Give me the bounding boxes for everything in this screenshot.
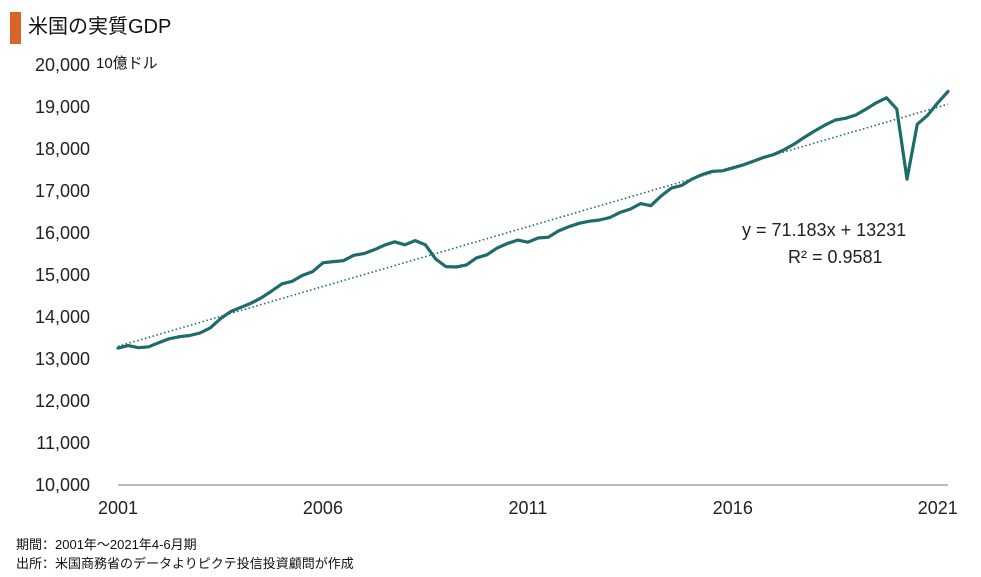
y-tick-label: 14,000 bbox=[35, 307, 90, 327]
title-accent-bar bbox=[10, 12, 21, 44]
x-tick-label: 2001 bbox=[98, 498, 138, 518]
x-tick-label: 2011 bbox=[509, 498, 548, 518]
x-tick-label: 2021 bbox=[918, 498, 958, 518]
source-note: 出所：米国商務省のデータよりピクテ投信投資顧問が作成 bbox=[16, 556, 354, 571]
y-tick-label: 20,000 bbox=[35, 55, 90, 75]
trendline bbox=[117, 103, 949, 348]
plot-area bbox=[116, 89, 950, 350]
chart-notes: 期間：2001年～2021年4-6月期 出所：米国商務省のデータよりピクテ投信投… bbox=[16, 535, 354, 573]
y-tick-label: 18,000 bbox=[35, 139, 90, 159]
y-tick-label: 17,000 bbox=[35, 181, 90, 201]
y-tick-label: 10,000 bbox=[35, 475, 90, 495]
y-tick-label: 15,000 bbox=[35, 265, 90, 285]
y-tick-label: 11,000 bbox=[36, 433, 90, 453]
gdp-series-line bbox=[116, 89, 950, 350]
chart-title: 米国の実質GDP bbox=[28, 16, 172, 38]
x-tick-label: 2016 bbox=[713, 498, 753, 518]
y-tick-label: 13,000 bbox=[35, 349, 90, 369]
trendline-r-squared: R² = 0.9581 bbox=[788, 247, 883, 267]
x-axis: 2001 2006 2011 2016 2021 bbox=[98, 484, 958, 518]
y-tick-label: 16,000 bbox=[35, 223, 90, 243]
trendline-equation: y = 71.183x + 13231 bbox=[742, 220, 907, 240]
y-axis: 10,000 11,000 12,000 13,000 14,000 15,000 16,0… bbox=[35, 55, 90, 495]
y-tick-label: 19,000 bbox=[35, 97, 90, 117]
period-note: 期間：2001年～2021年4-6月期 bbox=[16, 537, 197, 552]
unit-label: 10億ドル bbox=[96, 55, 158, 72]
x-tick-label: 2006 bbox=[303, 498, 343, 518]
y-tick-label: 12,000 bbox=[35, 391, 90, 411]
